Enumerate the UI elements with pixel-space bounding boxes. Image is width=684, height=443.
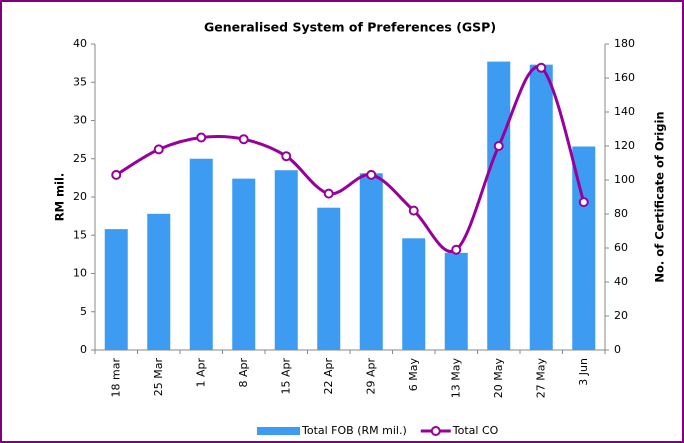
legend-label: Total CO (452, 424, 499, 437)
bar (487, 61, 511, 350)
x-tick-label: 20 May (492, 358, 505, 399)
bar (147, 213, 171, 350)
line-marker (451, 244, 462, 255)
y-tick-label: 40 (73, 37, 87, 50)
line-marker (153, 144, 164, 155)
y2-tick-label: 0 (614, 343, 621, 356)
legend-swatch (257, 427, 300, 435)
bar (232, 178, 256, 350)
y-tick-label: 35 (73, 75, 87, 88)
line-marker (366, 169, 377, 180)
y-tick-label: 0 (80, 343, 87, 356)
y2-tick-label: 60 (614, 241, 628, 254)
line-marker (578, 197, 589, 208)
bar (189, 158, 213, 350)
x-tick-label: 25 Mar (152, 358, 165, 397)
bar (274, 170, 298, 350)
y-tick-label: 10 (73, 267, 87, 280)
x-tick-label: 6 May (407, 358, 420, 392)
x-tick-label: 3 Jun (577, 358, 590, 386)
line-marker (111, 169, 122, 180)
bar (104, 229, 128, 350)
bar (444, 252, 468, 350)
bar (317, 207, 341, 350)
y-tick-label: 20 (73, 190, 87, 203)
y-axis-label: RM mil. (53, 173, 67, 222)
y-tick-label: 5 (80, 305, 87, 318)
line-marker (493, 141, 504, 151)
x-tick-label: 15 Apr (279, 358, 292, 395)
y2-axis-label: No. of Certificate of Origin (653, 111, 667, 282)
bar (402, 238, 426, 350)
legend-swatch-marker (430, 426, 441, 436)
line-marker (238, 134, 249, 145)
y2-tick-label: 20 (614, 309, 628, 322)
y-tick-label: 30 (73, 114, 87, 127)
y2-tick-label: 140 (614, 105, 635, 118)
y-tick-label: 15 (73, 228, 87, 241)
x-tick-label: 29 Apr (364, 358, 377, 395)
x-tick-label: 27 May (534, 358, 547, 399)
y2-tick-label: 180 (614, 37, 635, 50)
y-tick-label: 25 (73, 152, 87, 165)
legend-label: Total FOB (RM mil.) (301, 424, 407, 437)
bar (529, 64, 553, 350)
bar (572, 146, 596, 350)
chart-title: Generalised System of Preferences (GSP) (204, 20, 496, 35)
x-tick-label: 18 mar (109, 358, 122, 398)
x-tick-label: 8 Apr (237, 358, 250, 388)
y2-tick-label: 100 (614, 173, 635, 186)
line-marker (196, 132, 207, 143)
y2-tick-label: 80 (614, 207, 628, 220)
line-marker (536, 62, 547, 73)
y2-tick-label: 160 (614, 71, 635, 84)
line-marker (408, 205, 419, 216)
x-tick-label: 1 Apr (194, 358, 207, 388)
bar (359, 173, 383, 350)
x-tick-label: 13 May (449, 358, 462, 399)
y2-tick-label: 120 (614, 139, 635, 152)
line-marker (323, 188, 334, 199)
x-tick-label: 22 Apr (322, 358, 335, 395)
y2-tick-label: 40 (614, 275, 628, 288)
line-marker (281, 151, 292, 162)
